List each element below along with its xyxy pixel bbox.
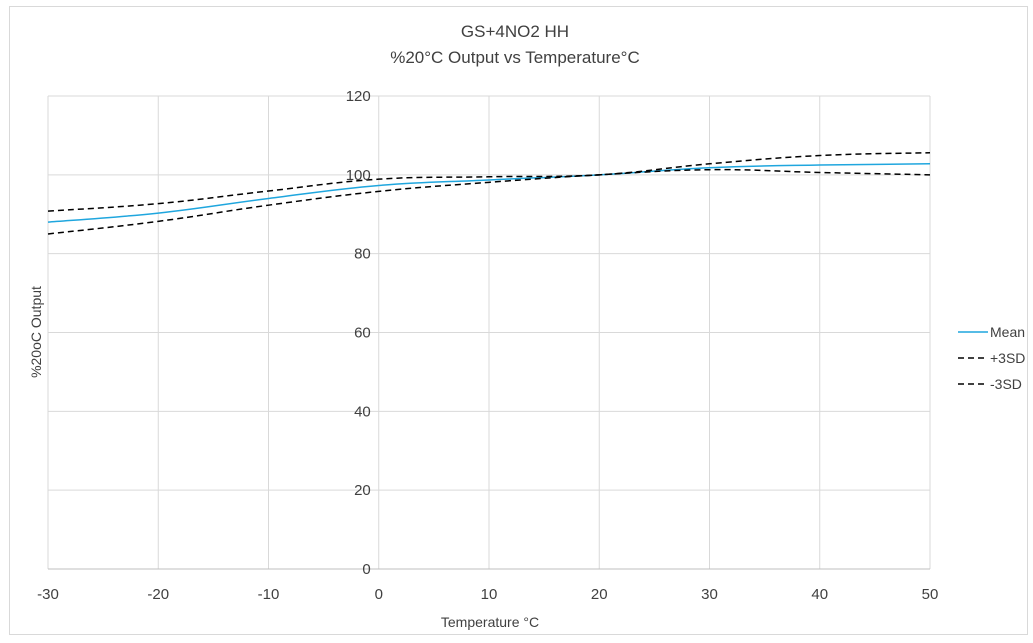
tick-layer: -30 -20 -10 0 10 20 30 40 50 0 20 40 60 80 100 120	[37, 88, 938, 603]
chart-title: GS+4NO2 HH	[461, 22, 569, 41]
x-tick-label: 0	[375, 586, 383, 603]
x-tick-label: 30	[701, 586, 718, 603]
y-tick-label: 100	[346, 167, 371, 184]
series-line-3sd	[47, 152, 931, 212]
x-tick-label: 10	[481, 586, 498, 603]
y-tick-label: 60	[354, 325, 371, 342]
x-tick-label: 20	[591, 586, 608, 603]
legend-label: Mean	[990, 324, 1025, 340]
y-tick-label: 80	[354, 246, 371, 263]
x-tick-label: -10	[258, 586, 280, 603]
y-tick-label: 120	[346, 88, 371, 105]
series-line-mean	[47, 163, 931, 223]
y-tick-label: 0	[362, 561, 370, 578]
chart-subtitle: %20°C Output vs Temperature°C	[390, 48, 640, 67]
y-tick-label: 40	[354, 403, 371, 420]
x-tick-label: -20	[147, 586, 169, 603]
series-line-3sd	[47, 168, 931, 235]
x-axis-title: Temperature °C	[441, 614, 539, 630]
x-tick-label: 40	[811, 586, 828, 603]
chart-frame	[9, 6, 1028, 635]
x-tick-label: -30	[37, 586, 59, 603]
legend-label: +3SD	[990, 350, 1025, 366]
y-axis-title: %20oC Output	[28, 286, 44, 378]
x-tick-label: 50	[922, 586, 939, 603]
y-tick-label: 20	[354, 482, 371, 499]
legend-label: -3SD	[990, 376, 1022, 392]
legend: Mean +3SD -3SD	[958, 324, 1025, 392]
series-layer	[47, 152, 931, 235]
